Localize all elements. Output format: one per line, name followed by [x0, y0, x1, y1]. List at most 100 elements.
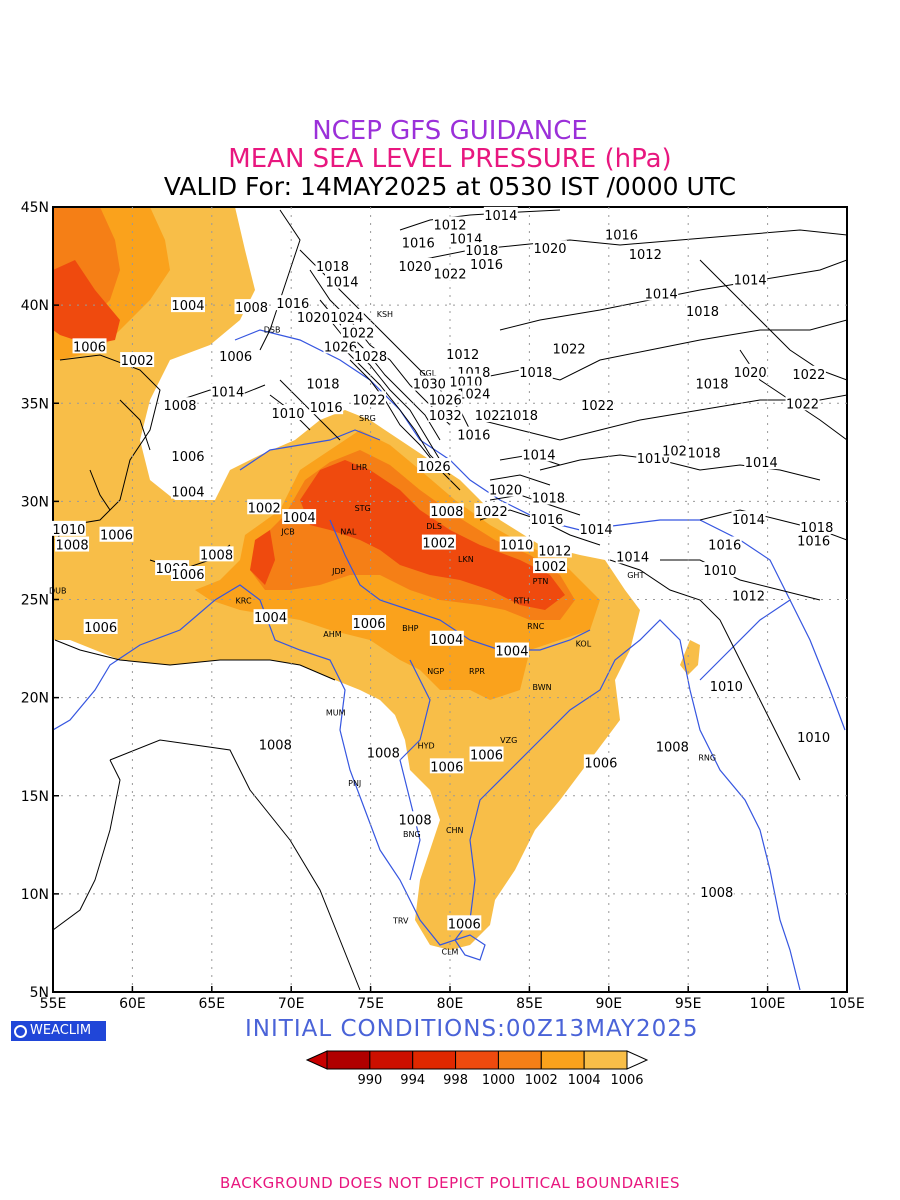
isobar-label: 1010 — [710, 680, 743, 695]
isobar-label-bg — [412, 375, 447, 391]
isobar-label-bg — [421, 534, 456, 550]
isobar-label-bg — [258, 736, 293, 752]
isobar-label: 1006 — [171, 450, 204, 465]
isobar-label: 1008 — [200, 548, 233, 563]
isobar-label-bg — [366, 744, 401, 760]
isobar-label-bg — [580, 397, 615, 413]
isobar-label: 1020 — [734, 366, 767, 381]
isobar-label: 1016 — [457, 429, 490, 444]
isobar-label-bg — [583, 754, 618, 770]
isobar-label-bg — [687, 444, 722, 460]
isobar-label-bg — [120, 352, 155, 368]
isobar-label-bg — [504, 407, 539, 423]
isobar-label-bg — [474, 407, 509, 423]
isobar-label: 1022 — [341, 327, 374, 342]
initial-conditions: INITIAL CONDITIONS:00Z13MAY2025 — [245, 1016, 699, 1042]
isobar-label: 1006 — [219, 350, 252, 365]
isobar-label: 1018 — [695, 378, 728, 393]
isobar-label-bg — [352, 391, 387, 407]
isobar-label: 1014 — [745, 456, 778, 471]
isobar-label-bg — [521, 446, 556, 462]
isobar-label-bg — [163, 397, 198, 413]
isobar-label: 1008 — [367, 747, 400, 762]
isobar-label: 1006 — [84, 621, 117, 636]
isobar-label-bg — [644, 285, 679, 301]
city-label: CHN — [446, 826, 464, 835]
lat-tick-label: 15N — [21, 789, 49, 805]
isobar-label-bg — [253, 609, 288, 625]
isobar-label: 1020 — [297, 311, 330, 326]
isobar-label-bg — [353, 348, 388, 364]
isobar-label-bg — [628, 246, 663, 262]
isobar-label: 1016 — [470, 258, 503, 273]
city-label: NGP — [427, 667, 444, 676]
isobar-label-bg — [499, 536, 534, 552]
isobar-label-bg — [579, 520, 614, 536]
isobar-label: 1004 — [430, 633, 463, 648]
isobar-label-bg — [731, 511, 766, 527]
isobar-label-bg — [398, 257, 433, 273]
city-label: NAL — [340, 528, 356, 537]
isobar-label-bg — [99, 526, 134, 542]
isobar-label-bg — [447, 915, 482, 931]
city-label: PNJ — [348, 779, 361, 788]
isobar-label: 1004 — [171, 299, 204, 314]
isobar-label-bg — [55, 536, 90, 552]
city-label: GHT — [627, 571, 644, 580]
isobar-label-bg — [702, 562, 737, 578]
isobar-label-bg — [448, 373, 483, 389]
isobar-label-bg — [445, 346, 480, 362]
isobar-label: 1014 — [522, 448, 555, 463]
city-label: CLM — [442, 948, 459, 957]
isobar-label-bg — [531, 489, 566, 505]
isobar-label: 1002 — [533, 560, 566, 575]
city-label: KRC — [236, 596, 252, 605]
lon-tick-label: 80E — [437, 996, 464, 1012]
city-label: LHR — [351, 463, 367, 472]
isobar-label: 1022 — [786, 397, 819, 412]
lon-tick-label: 70E — [278, 996, 305, 1012]
isobar-label-bg — [417, 458, 452, 474]
isobar-label: 1008 — [163, 399, 196, 414]
lat-tick-label: 20N — [21, 691, 49, 707]
lat-tick-label: 25N — [21, 593, 49, 609]
isobar-label: 1024 — [330, 311, 363, 326]
city-label: GGL — [419, 369, 436, 378]
chart-title: NCEP GFS GUIDANCE — [312, 116, 588, 146]
isobar-label-bg — [72, 338, 107, 354]
shade-1000 — [53, 260, 565, 610]
isobar-label: 1016 — [708, 539, 741, 554]
city-label: JDP — [331, 567, 346, 576]
isobar-label-bg — [428, 391, 463, 407]
isobar-label-bg — [329, 308, 364, 324]
isobar-label-bg — [340, 324, 375, 340]
isobar-label: 1032 — [429, 409, 462, 424]
isobar-label-bg — [488, 481, 523, 497]
isobar-label: 1022 — [581, 399, 614, 414]
isobar-label-bg — [699, 883, 734, 899]
isobar-label-bg — [456, 385, 491, 401]
isobar-label-bg — [533, 558, 568, 574]
city-label: DSB — [264, 326, 281, 335]
isobar-label: 1010 — [637, 452, 670, 467]
lon-tick-label: 100E — [750, 996, 786, 1012]
isobar-label: 1018 — [686, 305, 719, 320]
isobar-label-bg — [429, 503, 464, 519]
isobar-label: 1008 — [259, 739, 292, 754]
isobar-label-bg — [170, 297, 205, 313]
isobar-label-bg — [655, 738, 690, 754]
isobar-label: 1010 — [52, 523, 85, 538]
isobar-label-bg — [456, 426, 491, 442]
lon-tick-label: 75E — [357, 996, 384, 1012]
isobar-label: 1016 — [402, 236, 435, 251]
isobar-label: 1008 — [656, 741, 689, 756]
lon-tick-label: 105E — [829, 996, 865, 1012]
isobar-label-bg — [796, 532, 831, 548]
isobar-label: 1008 — [399, 813, 432, 828]
isobar-label-bg — [796, 728, 831, 744]
city-label: HYD — [418, 742, 435, 751]
isobar-label: 1018 — [800, 521, 833, 536]
city-label: RNC — [527, 622, 545, 631]
graticule — [53, 207, 847, 992]
